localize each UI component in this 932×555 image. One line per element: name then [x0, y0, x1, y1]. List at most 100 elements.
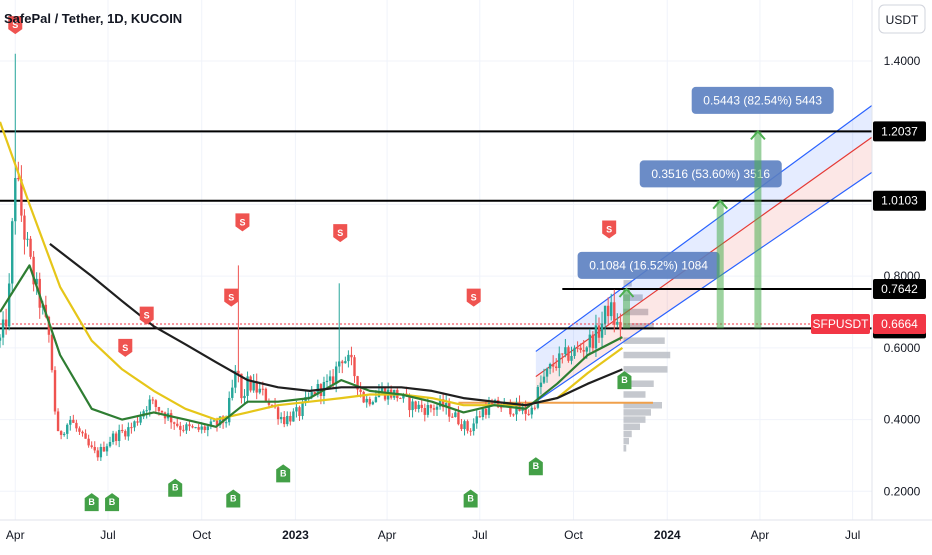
candle-body	[197, 427, 200, 430]
candle-body	[509, 402, 512, 415]
y-tick-label: 0.2000	[884, 484, 921, 498]
current-price-label: 0.6664	[881, 317, 918, 331]
level-price-label: 1.2037	[881, 124, 918, 138]
candle-body	[530, 407, 533, 415]
candle-body	[487, 403, 491, 415]
candle-body	[558, 353, 561, 368]
candle-body	[301, 402, 304, 417]
volume-profile-bar	[623, 437, 629, 445]
candle-body	[139, 416, 142, 423]
y-tick-label: 0.4000	[884, 413, 921, 427]
candle-body	[157, 406, 161, 411]
sell-signal-shape	[139, 306, 154, 325]
candle-body	[347, 354, 350, 362]
buy-signal-marker: B	[276, 464, 291, 483]
volume-profile-bar	[623, 416, 646, 423]
measure-label-text: 0.1084 (16.52%) 1084	[589, 258, 708, 272]
candle-body	[423, 408, 426, 415]
candle-body	[298, 407, 301, 417]
level-price-label: 0.7642	[881, 282, 918, 296]
candle-body	[35, 278, 38, 285]
candle-body	[591, 334, 595, 349]
buy-signal-marker: B	[84, 493, 99, 512]
buy-signal-shape	[105, 493, 120, 512]
sell-signal-marker: S	[466, 288, 481, 307]
candle-body	[176, 423, 179, 426]
signal-label: S	[12, 20, 18, 30]
candle-body	[460, 424, 463, 430]
volume-profile-bar	[623, 308, 649, 316]
candle-body	[11, 221, 14, 284]
x-tick-label: 2023	[282, 528, 309, 542]
candle-body	[105, 446, 109, 452]
buy-signal-shape	[617, 371, 632, 390]
volume-profile-bar	[623, 391, 646, 398]
moving-average-line	[0, 121, 624, 421]
candle-body	[32, 256, 35, 285]
sell-signal-shape	[602, 220, 617, 239]
currency-button[interactable]: USDT	[878, 4, 926, 34]
buy-signal-shape	[528, 457, 543, 476]
buy-signal-marker: B	[105, 493, 120, 512]
signal-label: B	[88, 497, 95, 507]
candle-body	[200, 426, 203, 430]
candle-body	[472, 423, 475, 432]
candle-body	[420, 404, 423, 409]
symbol-tag	[811, 314, 870, 335]
sell-signal-marker: S	[333, 224, 348, 243]
candle-body	[490, 403, 494, 405]
measure-arrow-head	[750, 129, 766, 141]
candle-body	[295, 407, 298, 412]
candle-body	[81, 431, 84, 434]
candle-body	[331, 376, 335, 385]
candle-body	[185, 424, 188, 431]
candle-body	[206, 426, 210, 431]
candle-body	[289, 415, 292, 422]
signal-label: B	[467, 493, 474, 503]
volume-profile-bar	[623, 280, 632, 287]
candle-body	[258, 388, 261, 393]
candle-body	[414, 401, 417, 410]
candle-body	[228, 397, 231, 423]
volume-profile-bar	[623, 337, 665, 344]
candle-body	[512, 414, 515, 416]
volume-profile-bar	[623, 323, 654, 330]
x-tick-label: Oct	[564, 528, 583, 542]
candle-body	[224, 422, 228, 424]
x-tick-label: Jul	[845, 528, 860, 542]
candle-body	[484, 408, 488, 415]
candle-body	[96, 450, 99, 458]
candle-body	[1, 319, 5, 338]
candle-body	[148, 399, 151, 411]
candle-body	[432, 408, 436, 410]
candle-body	[475, 416, 478, 424]
candle-body	[582, 349, 585, 352]
candle-body	[279, 416, 283, 420]
candle-body	[99, 447, 103, 458]
candle-body	[555, 366, 558, 368]
sell-signal-marker: S	[602, 220, 617, 239]
candle-body	[78, 428, 81, 432]
candle-body	[191, 426, 194, 428]
candle-body	[215, 420, 219, 426]
candle-body	[23, 215, 26, 240]
candle-body	[466, 421, 469, 431]
candle-body	[448, 403, 451, 417]
measure-label-box	[639, 160, 782, 188]
candle-body	[133, 421, 136, 428]
sell-signal-shape	[224, 288, 239, 307]
candle-body	[108, 442, 112, 447]
candle-body	[457, 412, 460, 425]
candle-body	[264, 388, 268, 402]
candle-body	[17, 178, 20, 180]
candle-body	[551, 363, 555, 367]
time-axis[interactable]: Apr Jul Oct 2023 Apr Jul Oct 2024 Apr Jul	[6, 528, 860, 542]
candle-body	[169, 413, 173, 423]
candle-body	[4, 319, 8, 327]
buy-signal-shape	[276, 464, 291, 483]
sell-signal-shape	[333, 224, 348, 243]
candle-body	[14, 178, 17, 222]
candle-body	[20, 179, 23, 216]
